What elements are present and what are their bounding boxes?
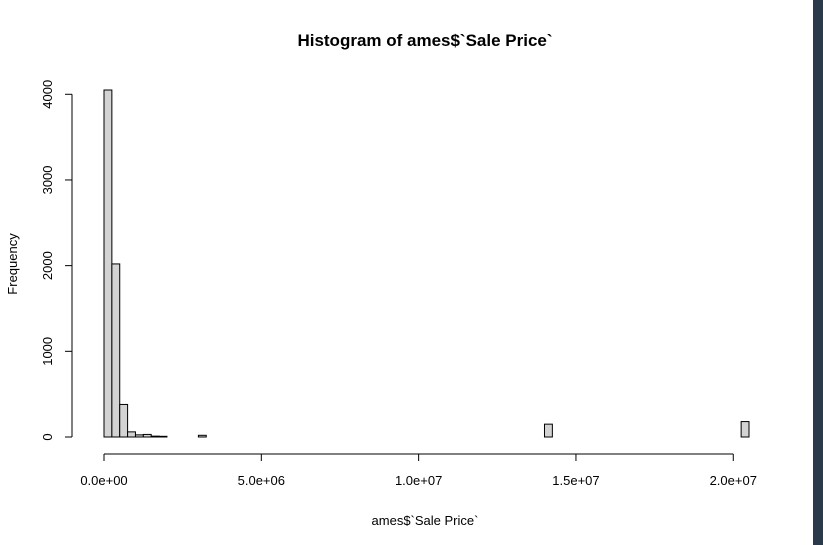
histogram-bar <box>158 435 168 438</box>
y-axis-label: Frequency <box>5 233 20 295</box>
histogram-bar <box>119 403 129 438</box>
y-axis: 0 1000 2000 3000 4000 <box>40 80 73 441</box>
histogram-bar <box>134 434 144 438</box>
histogram-bar <box>111 263 121 438</box>
histogram-bar <box>197 434 207 438</box>
y-tick-label: 0 <box>40 433 55 440</box>
x-axis-label: ames$`Sale Price` <box>372 513 479 528</box>
window-side-bar <box>813 0 823 545</box>
histogram-bar <box>142 433 152 438</box>
histogram-bars <box>103 89 750 438</box>
chart-title: Histogram of ames$`Sale Price` <box>297 31 552 50</box>
histogram-bar <box>127 431 136 438</box>
x-tick-label: 5.0e+06 <box>238 473 285 488</box>
y-tick-label: 1000 <box>40 337 55 366</box>
histogram-bar <box>740 421 750 438</box>
histogram-bar <box>150 435 160 438</box>
x-tick-label: 1.0e+07 <box>395 473 442 488</box>
y-tick-label: 3000 <box>40 166 55 195</box>
histogram-bar <box>103 89 113 438</box>
x-axis: 0.0e+00 5.0e+06 1.0e+07 1.5e+07 2.0e+07 <box>80 453 757 488</box>
histogram-bar <box>543 423 553 438</box>
y-tick-label: 2000 <box>40 251 55 280</box>
x-tick-label: 2.0e+07 <box>710 473 757 488</box>
x-tick-label: 0.0e+00 <box>80 473 127 488</box>
x-tick-label: 1.5e+07 <box>552 473 599 488</box>
y-tick-label: 4000 <box>40 80 55 109</box>
